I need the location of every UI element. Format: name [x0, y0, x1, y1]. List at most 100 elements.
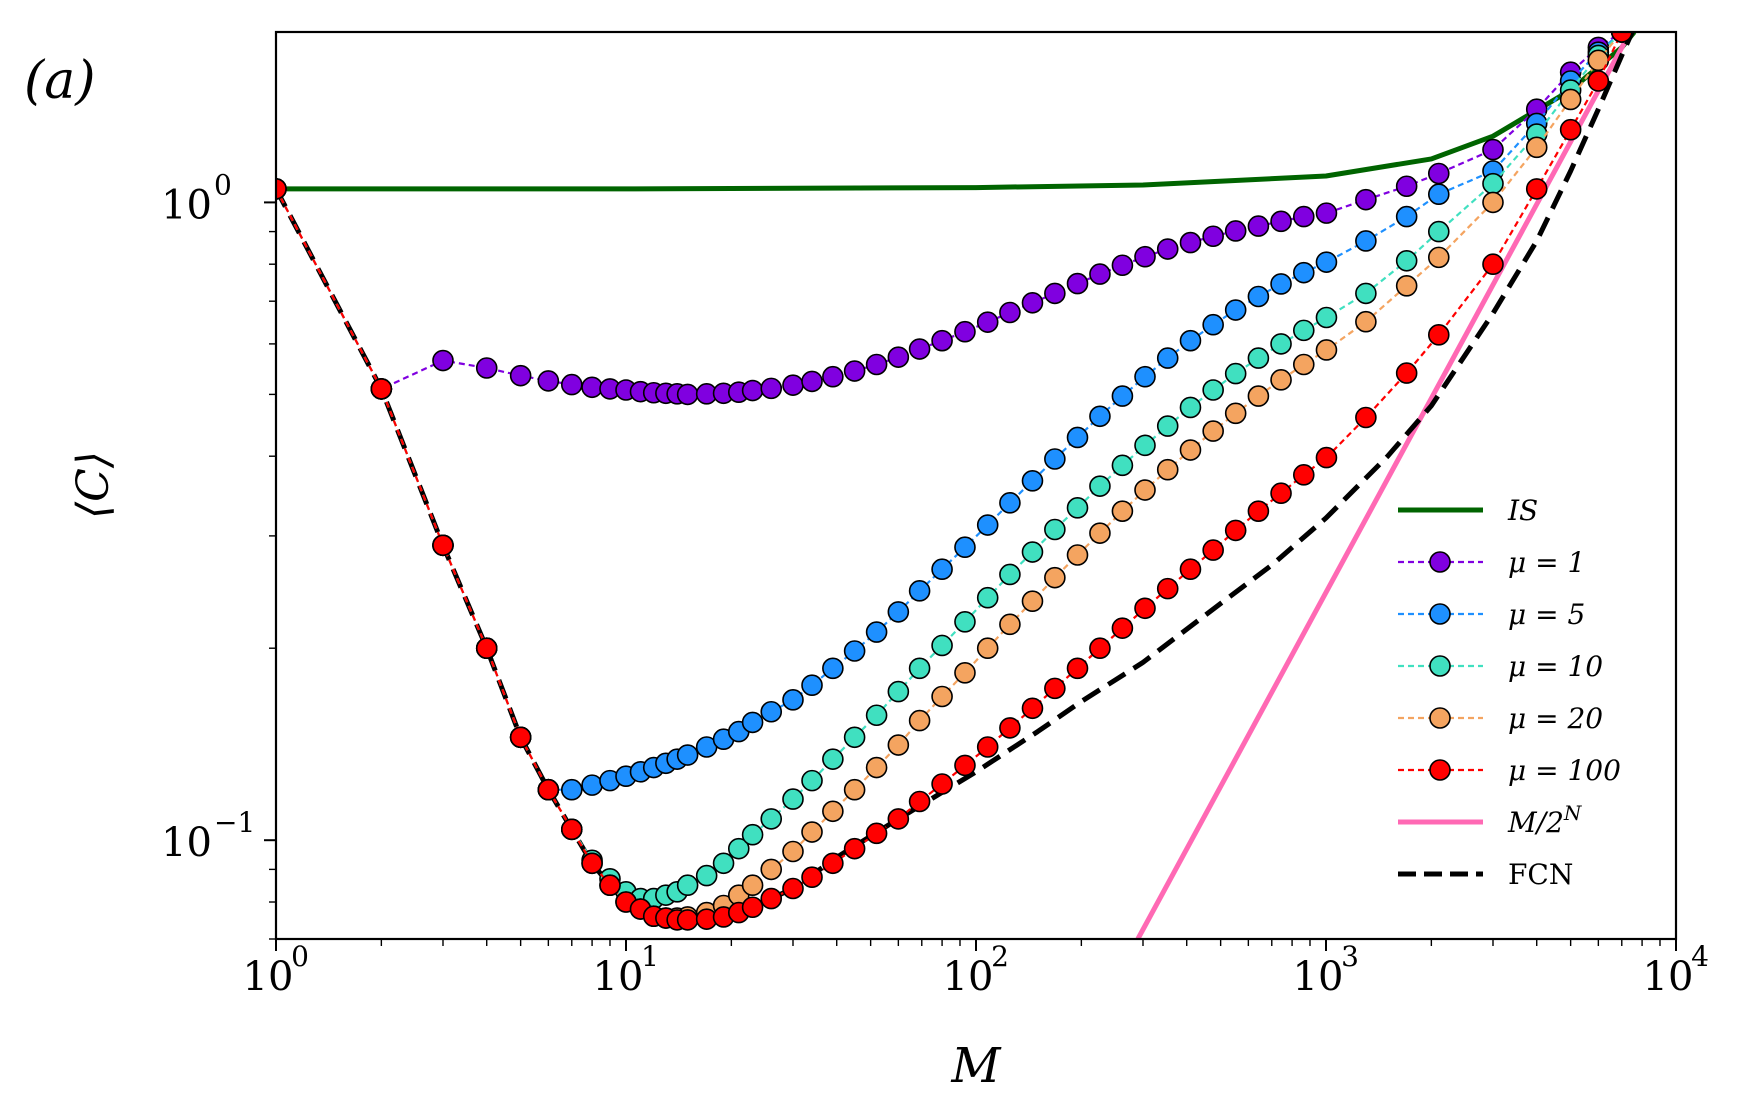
data-point: [676, 874, 699, 897]
data-point: [676, 383, 699, 406]
x-tick-exponent: 4: [1691, 940, 1709, 973]
data-point: [537, 778, 560, 801]
data-point: [1247, 347, 1270, 369]
data-point: [1292, 319, 1315, 342]
data-point: [276, 178, 287, 200]
data-point: [1315, 446, 1338, 469]
x-tick-exponent: 2: [991, 940, 1009, 973]
data-point: [1292, 261, 1315, 284]
legend-label: IS: [1507, 494, 1538, 527]
data-point: [1559, 88, 1582, 111]
x-tick-exponent: 1: [641, 940, 659, 973]
data-point: [822, 365, 844, 388]
data-point: [931, 558, 953, 581]
data-point: [908, 790, 931, 813]
data-point: [1111, 254, 1134, 277]
legend-label: μ = 100: [1508, 754, 1621, 787]
data-point: [560, 818, 583, 841]
data-point: [1395, 362, 1418, 384]
data-point: [1247, 500, 1270, 522]
data-point: [1587, 70, 1610, 92]
data-point: [1270, 210, 1292, 233]
data-point: [760, 808, 783, 830]
data-point: [843, 726, 866, 749]
data-point: [712, 852, 735, 875]
data-point: [1156, 238, 1179, 260]
data-point: [1179, 396, 1202, 419]
data-point: [999, 613, 1021, 636]
legend-label: FCN: [1508, 858, 1573, 891]
x-tick-label: 10: [1643, 954, 1694, 1000]
legend-entry: μ = 10: [1398, 650, 1603, 683]
data-point: [509, 726, 532, 749]
data-point: [801, 674, 823, 696]
data-point: [1482, 172, 1504, 195]
data-point: [676, 744, 699, 766]
data-point: [1111, 500, 1134, 522]
data-point: [1089, 522, 1111, 544]
x-tick-exponent: 3: [1341, 940, 1359, 973]
data-point: [1355, 230, 1377, 252]
y-axis-label: ⟨C⟩: [68, 451, 119, 519]
data-point: [908, 709, 931, 732]
data-point: [1482, 253, 1504, 276]
x-tick-label: 10: [1293, 954, 1344, 1000]
legend-label: μ = 10: [1508, 650, 1603, 683]
data-point: [976, 736, 999, 758]
data-point: [1355, 310, 1377, 333]
data-point: [1315, 251, 1338, 273]
data-point: [1224, 519, 1247, 542]
data-point: [822, 852, 844, 875]
data-point: [865, 353, 888, 376]
data-point: [1610, 32, 1633, 43]
data-point: [475, 357, 498, 379]
data-point: [475, 637, 498, 660]
data-point: [1355, 188, 1377, 211]
data-point: [1355, 406, 1377, 429]
data-point: [741, 823, 764, 846]
data-point: [782, 689, 804, 711]
data-point: [1021, 697, 1044, 720]
data-point: [1247, 285, 1270, 308]
data-point: [1089, 405, 1111, 428]
data-point: [887, 346, 910, 368]
data-point: [509, 364, 532, 387]
data-point: [1021, 590, 1044, 612]
data-point: [1202, 225, 1224, 248]
legend-marker: [1429, 551, 1451, 573]
y-tick-label: 10: [161, 820, 212, 866]
data-point: [843, 778, 866, 801]
data-point: [1156, 577, 1179, 600]
data-point: [1427, 162, 1450, 185]
data-point: [741, 896, 764, 919]
data-point: [432, 534, 454, 557]
data-point: [1134, 597, 1156, 620]
data-point: [1559, 118, 1582, 141]
data-point: [887, 734, 910, 756]
legend-label: μ = 1: [1508, 546, 1585, 579]
data-point: [1066, 657, 1089, 680]
legend-entry: M/2N: [1398, 801, 1583, 839]
data-point: [782, 877, 804, 900]
data-point: [1395, 249, 1418, 272]
data-point: [1066, 272, 1089, 295]
data-point: [760, 377, 783, 400]
x-tick-exponent: 0: [291, 940, 309, 973]
data-point: [1134, 245, 1156, 268]
data-point: [954, 662, 976, 684]
data-point: [1224, 220, 1247, 242]
data-point: [1395, 205, 1418, 228]
data-point: [865, 822, 888, 845]
data-point: [760, 887, 783, 910]
data-point: [908, 338, 931, 360]
data-point: [1111, 385, 1134, 407]
legend-entry: μ = 100: [1398, 754, 1621, 787]
data-point: [1270, 482, 1292, 505]
data-point: [1224, 299, 1247, 321]
series-1: [276, 32, 1633, 406]
data-point: [999, 717, 1021, 739]
data-point: [843, 640, 866, 662]
legend-label: μ = 20: [1508, 702, 1603, 735]
data-point: [801, 821, 823, 843]
